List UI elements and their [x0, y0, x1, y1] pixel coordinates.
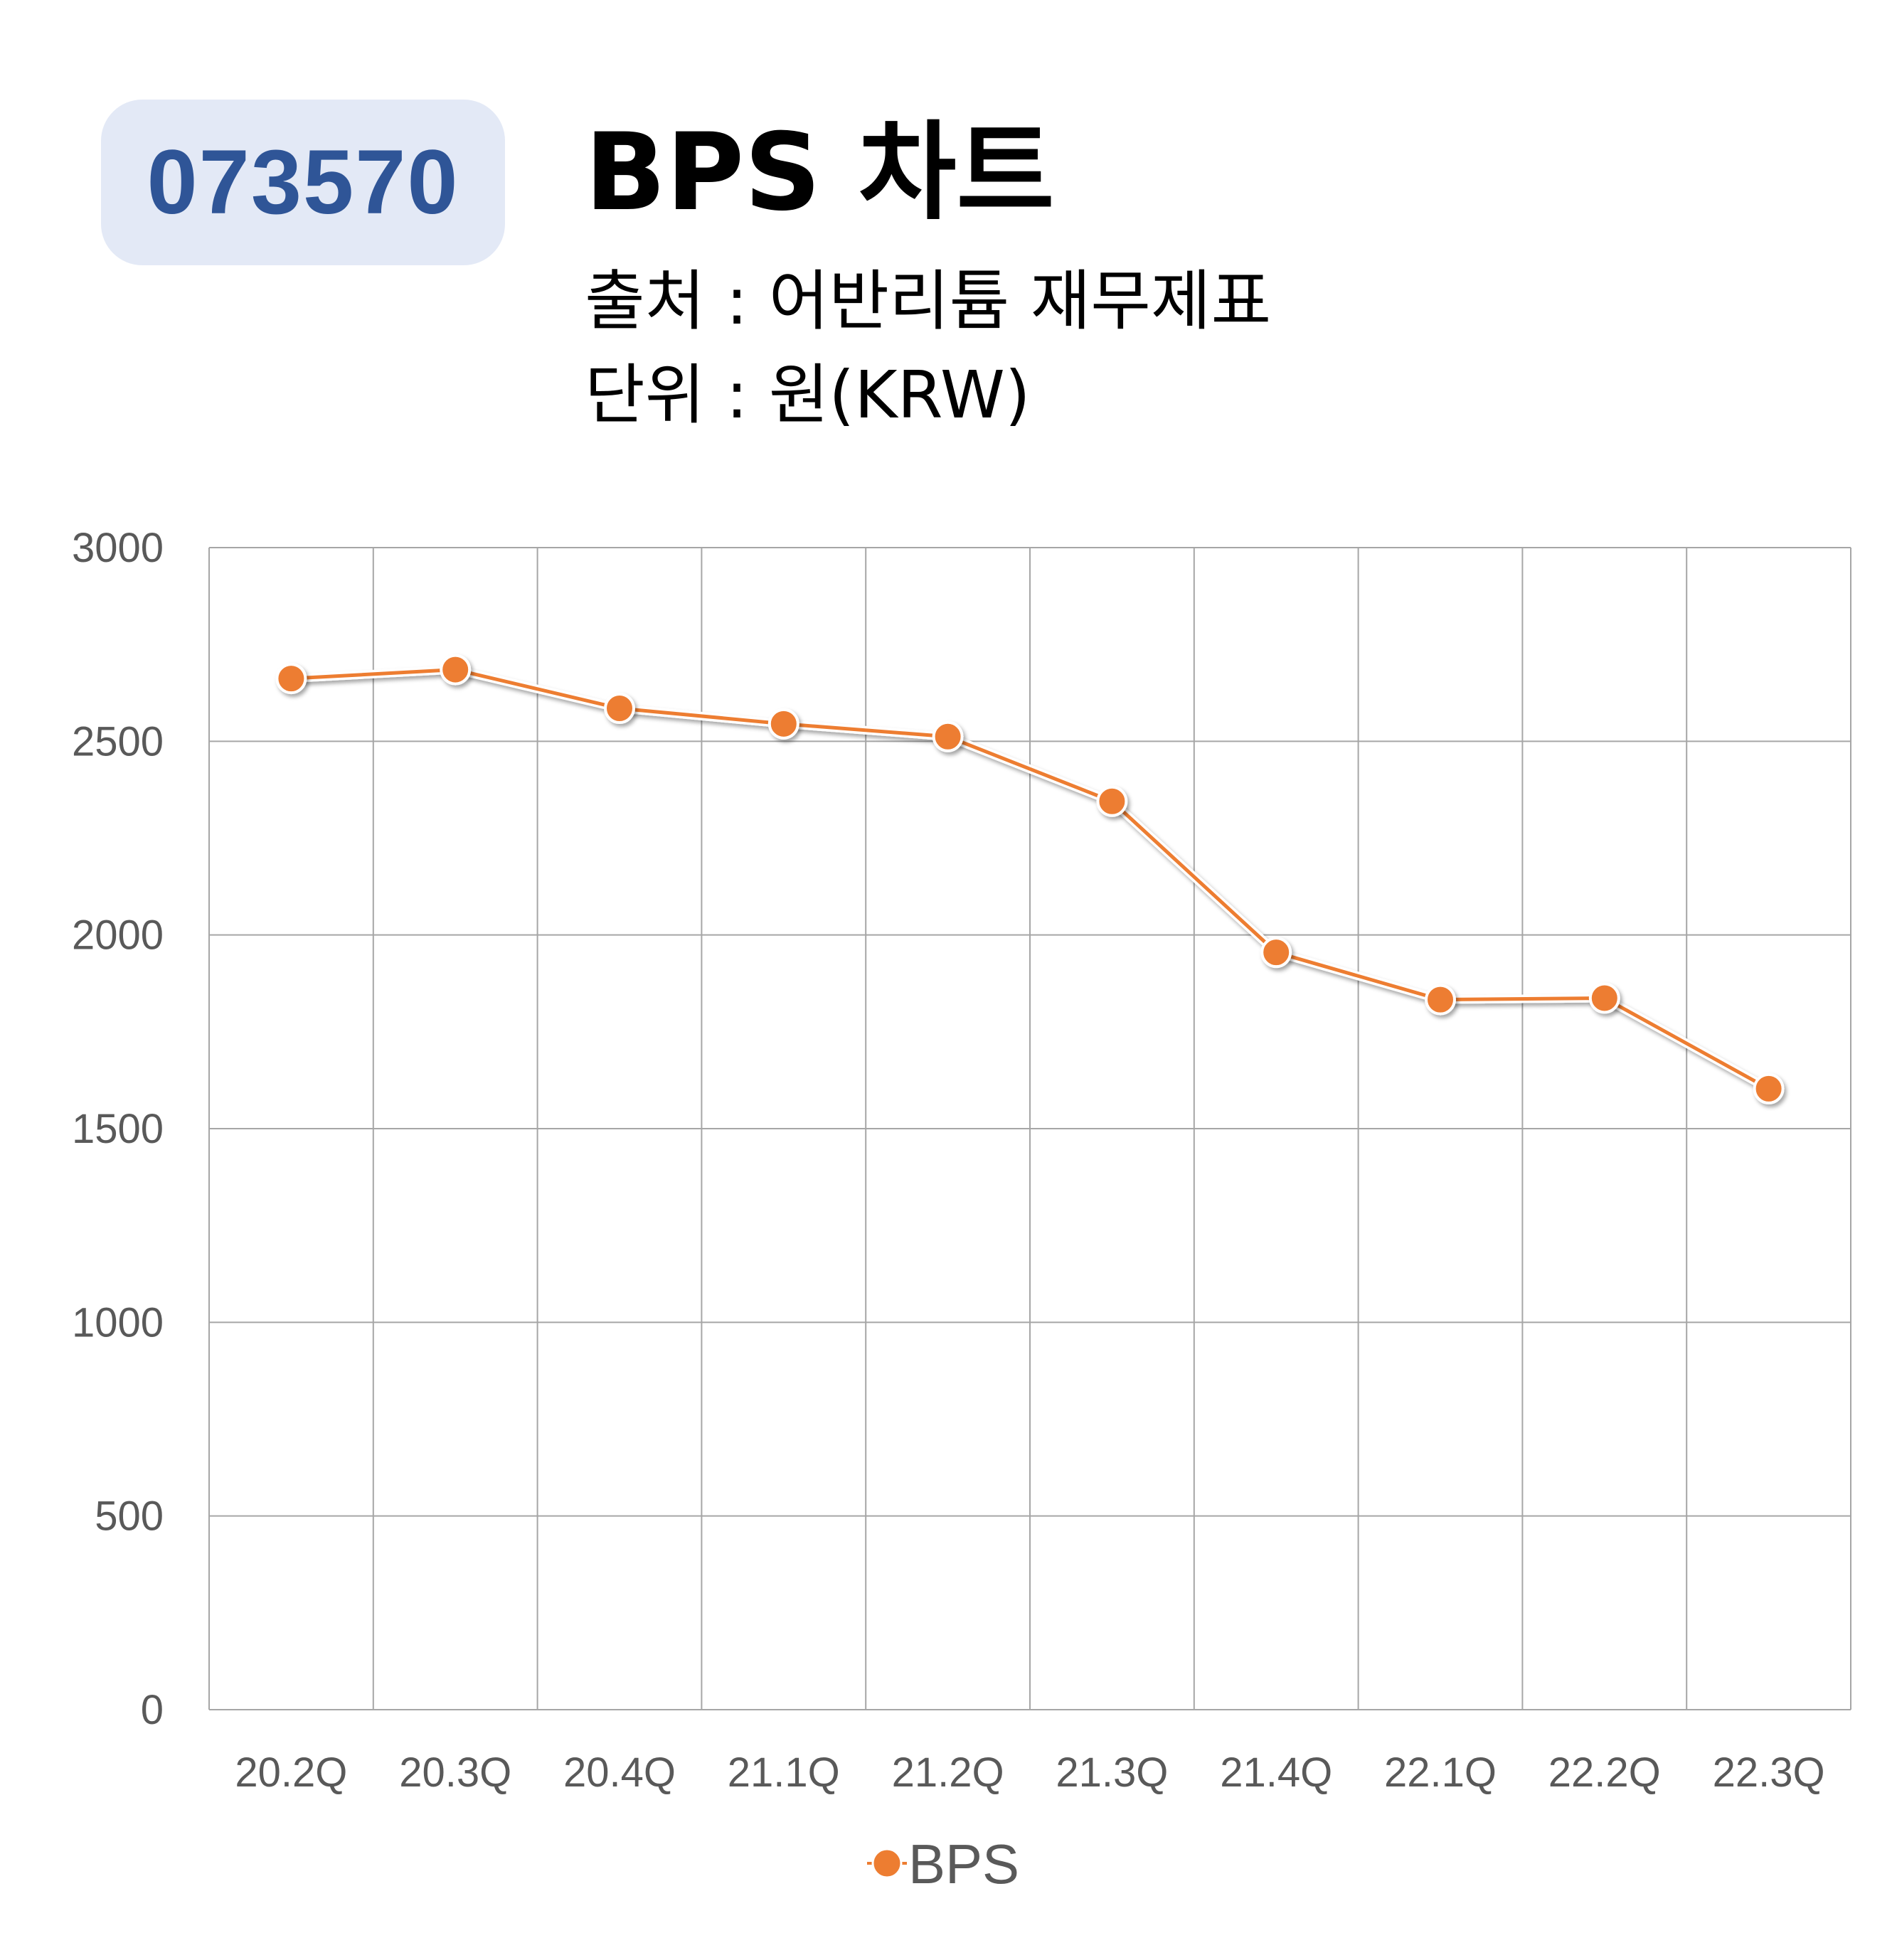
data-point [440, 654, 472, 686]
x-tick-label: 21.3Q [1056, 1749, 1168, 1796]
y-tick-label: 2000 [72, 912, 164, 959]
stock-code: 073570 [147, 132, 459, 233]
data-point [932, 720, 964, 752]
data-point [1096, 785, 1128, 817]
series-line [291, 668, 1770, 1091]
data-point [604, 693, 635, 725]
series-bps [275, 654, 1785, 1104]
data-point [1260, 937, 1292, 969]
y-tick-label: 0 [141, 1687, 164, 1733]
source-line: 출처 : 어반리튬 재무제표 [585, 263, 1272, 339]
x-tick-label: 22.1Q [1384, 1749, 1497, 1796]
x-tick-label: 21.1Q [728, 1749, 840, 1796]
legend: BPS [867, 1833, 1019, 1895]
legend-label: BPS [908, 1833, 1019, 1895]
x-axis: 20.2Q 20.3Q 20.4Q 21.1Q 21.2Q 21.3Q 21.4Q 22.1Q… [235, 1749, 1824, 1796]
data-point [767, 708, 799, 740]
y-tick-label: 2500 [72, 718, 164, 765]
data-point [275, 663, 307, 695]
chart-title: BPS 차트 [585, 111, 1055, 235]
unit-line: 단위 : 원(KRW) [585, 357, 1031, 433]
y-axis: 0 500 1000 1500 2000 2500 3000 [72, 525, 164, 1733]
x-tick-label: 20.4Q [563, 1749, 676, 1796]
y-tick-label: 1500 [72, 1106, 164, 1152]
x-tick-label: 22.2Q [1548, 1749, 1661, 1796]
data-point [1588, 982, 1620, 1014]
y-tick-label: 500 [95, 1493, 164, 1540]
grid [208, 547, 1851, 1710]
y-tick-label: 3000 [72, 525, 164, 571]
x-tick-label: 21.2Q [892, 1749, 1004, 1796]
legend-marker-icon [871, 1848, 903, 1879]
stock-code-badge: 073570 [101, 100, 505, 265]
data-point [1425, 984, 1456, 1016]
x-tick-label: 21.4Q [1220, 1749, 1332, 1796]
x-tick-label: 20.3Q [399, 1749, 511, 1796]
y-tick-label: 1000 [72, 1299, 164, 1346]
x-tick-label: 20.2Q [235, 1749, 347, 1796]
x-tick-label: 22.3Q [1713, 1749, 1825, 1796]
data-point [1753, 1072, 1785, 1104]
